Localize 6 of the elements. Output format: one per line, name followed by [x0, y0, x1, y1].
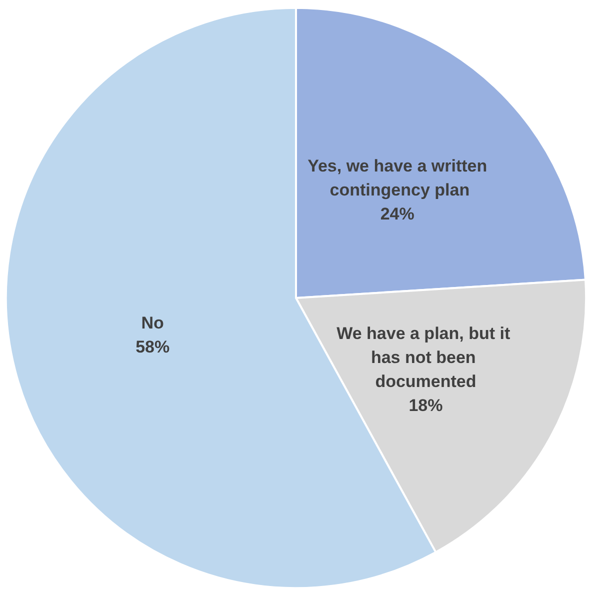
slice-label: No: [141, 313, 164, 332]
data-label: 18%: [408, 396, 443, 415]
slice-label: Yes, we have a written contingency plan: [308, 156, 488, 200]
slice-label: We have a plan, but it has not been documented: [336, 324, 515, 391]
data-label: 58%: [136, 337, 170, 356]
data-label: 24%: [380, 204, 414, 224]
